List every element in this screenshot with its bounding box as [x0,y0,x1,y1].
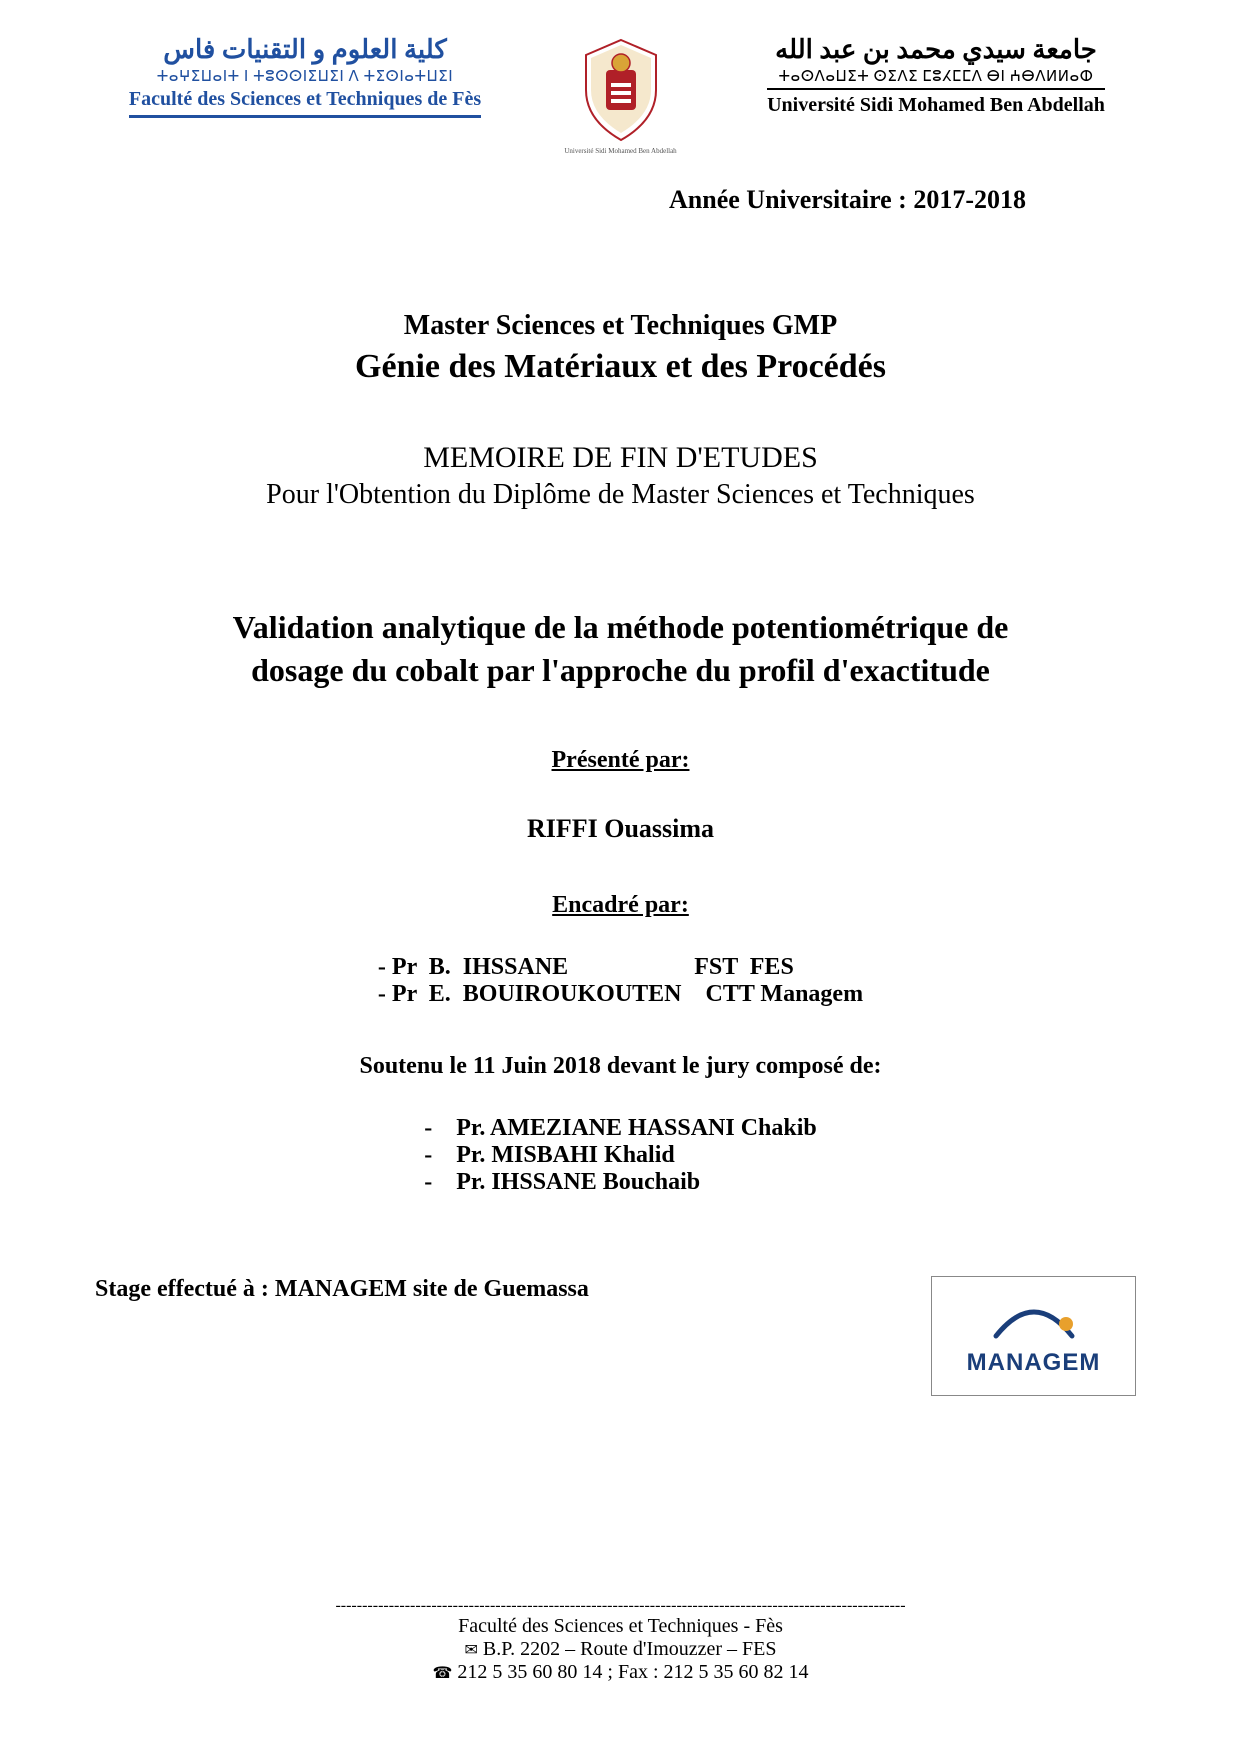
master-program-line1: Master Sciences et Techniques GMP [95,310,1146,342]
managem-logo-box: MANAGEM [931,1276,1136,1396]
memoire-heading: MEMOIRE DE FIN D'ETUDES [95,441,1146,475]
university-tifinagh: ⵜⴰⵙⴷⴰⵡⵉⵜ ⵙⵉⴷⵉ ⵎⵓⵃⵎⵎⴷ ⴱⵏ ⵄⴱⴷⵍⵍⴰⵀ [726,67,1146,86]
footer-faculty: Faculté des Sciences et Techniques - Fès [95,1615,1146,1638]
phone-icon: ☎ [432,1663,452,1683]
jury-list: - Pr. AMEZIANE HASSANI Chakib - Pr. MISB… [424,1115,817,1196]
faculty-tifinagh: ⵜⴰⵖⵉⵡⴰⵏⵜ ⵏ ⵜⵓⵙⵙⵏⵉⵡⵉⵏ ⴷ ⵜⵉⵙⵏⴰⵜⵡⵉⵏ [95,67,515,86]
thesis-title-line1: Validation analytique de la méthode pote… [95,606,1146,649]
footer-phone-text: 212 5 35 60 80 14 ; Fax : 212 5 35 60 82… [457,1661,808,1683]
university-crest: Université Sidi Mohamed Ben Abdellah [551,35,691,155]
university-block: جامعة سيدي محمد بن عبد الله ⵜⴰⵙⴷⴰⵡⵉⵜ ⵙⵉⴷ… [726,35,1146,117]
crest-icon [571,35,671,145]
presented-by-label: Présenté par: [95,747,1146,774]
supervisor-affiliation: FST FES [694,954,794,980]
university-french: Université Sidi Mohamed Ben Abdellah [767,88,1105,117]
supervised-by-label: Encadré par: [95,892,1146,919]
supervisor-name: - Pr B. IHSSANE [378,954,568,980]
defense-line: Soutenu le 11 Juin 2018 devant le jury c… [95,1053,1146,1080]
footer-phone: ☎ 212 5 35 60 80 14 ; Fax : 212 5 35 60 … [95,1661,1146,1684]
mail-icon: ✉ [465,1640,478,1660]
diplome-line: Pour l'Obtention du Diplôme de Master Sc… [95,479,1146,511]
supervisor-affiliation: CTT Managem [706,981,864,1007]
author-name: RIFFI Ouassima [95,814,1146,844]
internship-row: Stage effectué à : MANAGEM site de Guema… [95,1276,1146,1396]
footer-address-text: B.P. 2202 – Route d'Imouzzer – FES [483,1638,777,1660]
faculty-arabic: كلية العلوم و التقنيات فاس [95,35,515,65]
page-footer: ----------------------------------------… [95,1597,1146,1684]
jury-member: - Pr. AMEZIANE HASSANI Chakib [424,1115,817,1142]
supervisor-name: - Pr E. BOUIROUKOUTEN [378,981,682,1007]
thesis-title-line2: dosage du cobalt par l'approche du profi… [95,649,1146,692]
faculty-block: كلية العلوم و التقنيات فاس ⵜⴰⵖⵉⵡⴰⵏⵜ ⵏ ⵜⵓ… [95,35,515,118]
jury-member: - Pr. MISBAHI Khalid [424,1142,817,1169]
thesis-title: Validation analytique de la méthode pote… [95,606,1146,692]
jury-member: - Pr. IHSSANE Bouchaib [424,1169,817,1196]
footer-divider: ----------------------------------------… [95,1597,1146,1615]
footer-address: ✉ B.P. 2202 – Route d'Imouzzer – FES [95,1638,1146,1661]
academic-year: Année Universitaire : 2017-2018 [95,185,1026,215]
faculty-french: Faculté des Sciences et Techniques de Fè… [129,88,481,118]
page-header: كلية العلوم و التقنيات فاس ⵜⴰⵖⵉⵡⴰⵏⵜ ⵏ ⵜⵓ… [95,35,1146,155]
master-program-line2: Génie des Matériaux et des Procédés [95,348,1146,386]
managem-logo-icon [984,1296,1084,1341]
supervisors-list: - Pr B. IHSSANE FST FES - Pr E. BOUIROUK… [378,954,863,1008]
supervisor-row: - Pr B. IHSSANE FST FES [378,954,863,981]
university-arabic: جامعة سيدي محمد بن عبد الله [726,35,1146,65]
managem-logo-text: MANAGEM [967,1349,1101,1377]
crest-caption: Université Sidi Mohamed Ben Abdellah [564,147,676,155]
supervisor-row: - Pr E. BOUIROUKOUTEN CTT Managem [378,981,863,1008]
internship-location: Stage effectué à : MANAGEM site de Guema… [95,1276,589,1303]
